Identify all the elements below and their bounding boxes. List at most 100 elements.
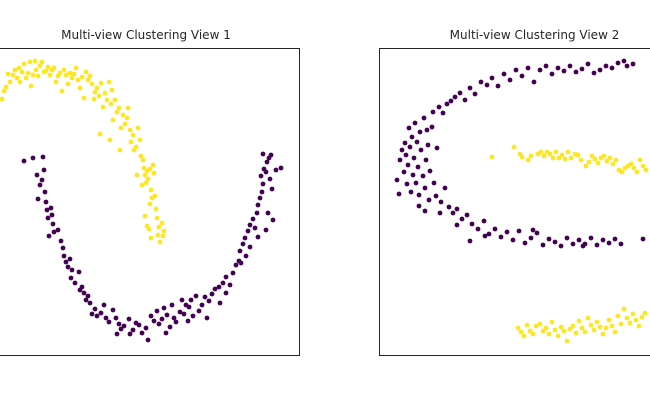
data-point [624, 63, 630, 69]
data-point [528, 153, 534, 159]
data-point [240, 241, 246, 247]
data-point [420, 173, 426, 179]
data-point [97, 131, 103, 137]
data-point [145, 176, 151, 182]
data-point [556, 155, 562, 161]
data-point [553, 149, 559, 155]
data-point [585, 315, 591, 321]
data-point [628, 161, 634, 167]
data-point [79, 284, 85, 290]
data-point [546, 331, 552, 337]
data-point [220, 280, 226, 286]
data-point [591, 327, 597, 333]
data-point [528, 235, 534, 241]
data-point [399, 147, 405, 153]
data-point [537, 67, 543, 73]
data-point [155, 232, 161, 238]
data-point [525, 65, 531, 71]
data-point [167, 324, 173, 330]
data-point [255, 202, 261, 208]
data-point [250, 216, 256, 222]
data-point [636, 323, 642, 329]
data-point [42, 189, 48, 195]
data-point [145, 337, 151, 343]
data-point [16, 65, 22, 71]
data-point [270, 217, 276, 223]
data-point [94, 85, 100, 91]
data-point [1, 88, 7, 94]
data-point [209, 291, 215, 297]
data-point [421, 115, 427, 121]
data-point [67, 70, 73, 76]
data-point [415, 164, 421, 170]
data-point [612, 329, 618, 335]
data-point [436, 104, 442, 110]
data-point [47, 72, 53, 78]
data-point [570, 323, 576, 329]
data-point [413, 180, 419, 186]
data-point [562, 156, 568, 162]
data-point [446, 204, 452, 210]
data-point [583, 163, 589, 169]
data-point [561, 68, 567, 74]
data-point [73, 65, 79, 71]
data-point [260, 151, 266, 157]
data-point [524, 322, 530, 328]
data-point [448, 98, 454, 104]
data-point [627, 320, 633, 326]
data-point [450, 210, 456, 216]
data-point [81, 95, 87, 101]
data-point [472, 91, 478, 97]
data-point [452, 94, 458, 100]
data-point [530, 227, 536, 233]
data-point [49, 212, 55, 218]
data-point [268, 152, 274, 158]
data-point [159, 220, 165, 226]
data-point [69, 75, 75, 81]
data-point [118, 125, 124, 131]
data-point [424, 127, 430, 133]
data-point [147, 166, 153, 172]
data-point [85, 293, 91, 299]
data-point [603, 325, 609, 331]
data-point [609, 323, 615, 329]
data-point [624, 315, 630, 321]
data-point [600, 237, 606, 243]
data-point [21, 61, 27, 67]
data-point [411, 155, 417, 161]
data-point [558, 324, 564, 330]
data-point [603, 63, 609, 69]
data-point [0, 96, 5, 102]
data-point [21, 158, 27, 164]
data-point [227, 282, 233, 288]
data-point [540, 328, 546, 334]
data-point [495, 83, 501, 89]
data-point [407, 144, 413, 150]
data-point [63, 72, 69, 78]
data-point [464, 212, 470, 218]
series-cluster-0 [21, 151, 284, 343]
data-point [163, 330, 169, 336]
data-point [431, 180, 437, 186]
data-point [405, 162, 411, 168]
data-point [94, 313, 100, 319]
data-point [51, 65, 57, 71]
data-point [116, 321, 122, 327]
data-point [127, 331, 133, 337]
data-point [552, 239, 558, 245]
data-point [630, 311, 636, 317]
data-point [127, 127, 133, 133]
data-point [527, 328, 533, 334]
data-point [161, 305, 167, 311]
data-point [96, 93, 102, 99]
data-point [143, 180, 149, 186]
data-point [217, 300, 223, 306]
data-point [186, 304, 192, 310]
data-point [154, 308, 160, 314]
data-point [440, 110, 446, 116]
data-point [60, 245, 66, 251]
data-point [588, 235, 594, 241]
data-point [72, 280, 78, 286]
data-point [588, 322, 594, 328]
